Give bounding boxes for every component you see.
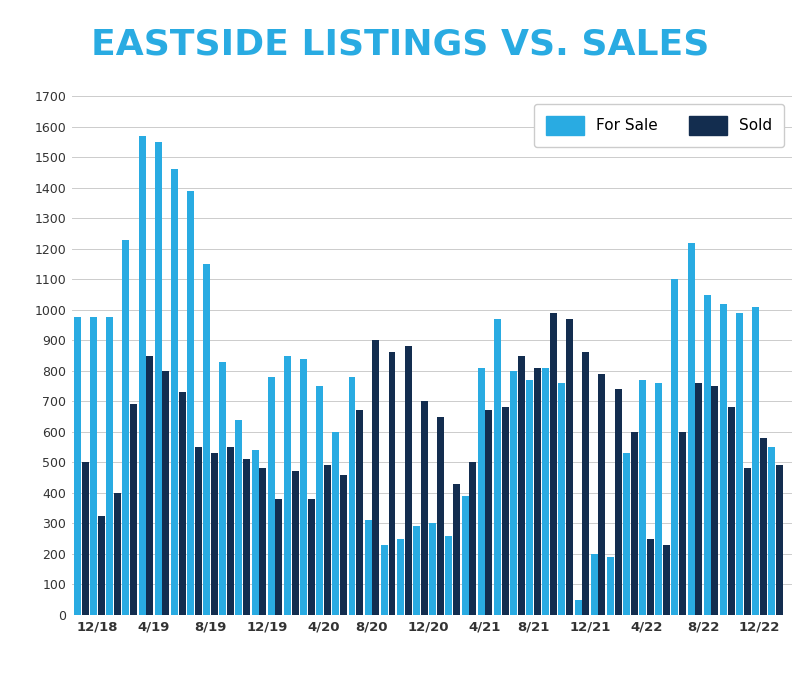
Bar (502, 407, 509, 615)
Bar (227, 447, 234, 615)
Bar (413, 526, 420, 615)
Bar (122, 240, 130, 615)
Bar (711, 386, 718, 615)
Bar (647, 539, 654, 615)
Bar (768, 447, 775, 615)
Bar (154, 142, 162, 615)
Bar (219, 361, 226, 615)
Bar (744, 469, 750, 615)
Bar (558, 383, 566, 615)
Bar (275, 499, 282, 615)
Bar (630, 432, 638, 615)
Bar (243, 460, 250, 615)
Bar (74, 317, 81, 615)
Bar (340, 475, 347, 615)
Bar (671, 279, 678, 615)
Bar (268, 377, 274, 615)
Bar (760, 438, 767, 615)
Bar (655, 383, 662, 615)
Bar (90, 317, 97, 615)
Bar (614, 389, 622, 615)
Bar (518, 356, 525, 615)
Bar (138, 136, 146, 615)
Bar (316, 386, 323, 615)
Bar (607, 557, 614, 615)
Bar (623, 453, 630, 615)
Bar (486, 410, 492, 615)
Bar (446, 536, 452, 615)
Bar (146, 356, 154, 615)
Bar (510, 371, 517, 615)
Legend: For Sale, Sold: For Sale, Sold (534, 104, 784, 147)
Bar (437, 416, 444, 615)
Bar (430, 523, 436, 615)
Bar (494, 319, 501, 615)
Bar (663, 545, 670, 615)
Bar (114, 493, 121, 615)
Bar (590, 554, 598, 615)
Bar (421, 401, 428, 615)
Bar (574, 600, 582, 615)
Bar (534, 368, 541, 615)
Bar (582, 352, 590, 615)
Bar (776, 465, 783, 615)
Bar (752, 306, 759, 615)
Bar (470, 462, 476, 615)
Bar (324, 465, 331, 615)
Bar (679, 432, 686, 615)
Bar (300, 359, 307, 615)
Bar (211, 453, 218, 615)
Bar (349, 377, 355, 615)
Bar (98, 516, 105, 615)
Bar (252, 450, 258, 615)
Bar (405, 346, 412, 615)
Bar (259, 469, 266, 615)
Bar (478, 368, 485, 615)
Bar (727, 407, 734, 615)
Bar (720, 304, 727, 615)
Bar (308, 499, 314, 615)
Bar (82, 462, 89, 615)
Text: MERCER    ISLAND: MERCER ISLAND (320, 652, 480, 666)
Bar (381, 545, 388, 615)
Bar (598, 374, 606, 615)
Bar (162, 371, 170, 615)
Bar (235, 420, 242, 615)
Bar (526, 380, 533, 615)
Bar (687, 243, 694, 615)
Bar (389, 352, 395, 615)
Bar (736, 313, 743, 615)
Bar (203, 264, 210, 615)
Bar (332, 432, 339, 615)
Bar (284, 356, 291, 615)
Text: EASTSIDE LISTINGS VS. SALES: EASTSIDE LISTINGS VS. SALES (91, 27, 709, 62)
Bar (365, 520, 372, 615)
Bar (372, 340, 379, 615)
Bar (292, 471, 298, 615)
Bar (171, 170, 178, 615)
Bar (194, 447, 202, 615)
Bar (106, 317, 114, 615)
Bar (187, 191, 194, 615)
Bar (178, 392, 186, 615)
Bar (356, 410, 363, 615)
Bar (462, 496, 469, 615)
Bar (704, 295, 710, 615)
Bar (566, 319, 573, 615)
Bar (130, 405, 137, 615)
Bar (453, 484, 460, 615)
Bar (550, 313, 557, 615)
Bar (695, 383, 702, 615)
Bar (397, 539, 404, 615)
Bar (639, 380, 646, 615)
Bar (542, 368, 550, 615)
